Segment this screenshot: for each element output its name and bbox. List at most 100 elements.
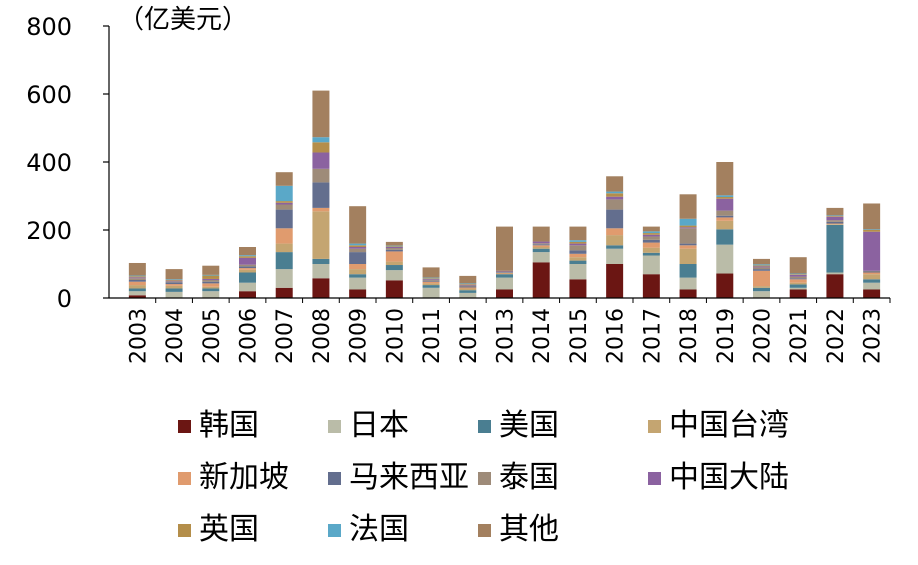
bar-segment bbox=[128, 281, 146, 286]
bar-segment bbox=[202, 265, 220, 275]
bar-segment bbox=[312, 182, 330, 208]
bar-segment bbox=[385, 247, 403, 249]
bar-segment bbox=[349, 252, 367, 264]
bar-segment bbox=[606, 209, 624, 229]
bar-segment bbox=[863, 231, 881, 271]
legend-swatch bbox=[328, 523, 341, 537]
bar-segment bbox=[642, 231, 660, 234]
legend-item: 法国 bbox=[328, 512, 409, 548]
bar-segment bbox=[202, 281, 220, 284]
bar-segment bbox=[165, 282, 183, 285]
bar-segment bbox=[496, 270, 513, 272]
bar-segment bbox=[496, 272, 513, 273]
bar-segment bbox=[606, 248, 624, 264]
bar-segment bbox=[679, 248, 697, 264]
bar-segment bbox=[312, 168, 330, 183]
y-tick-label: 200 bbox=[26, 217, 72, 245]
bar-segment bbox=[753, 265, 770, 267]
bar-segment bbox=[789, 274, 807, 277]
bar-segment bbox=[532, 262, 550, 298]
legend-label: 新加坡 bbox=[199, 460, 289, 495]
legend-label: 其他 bbox=[499, 512, 559, 547]
legend-swatch bbox=[478, 523, 491, 537]
bar-segment bbox=[422, 278, 440, 279]
legend-label: 中国大陆 bbox=[669, 460, 789, 495]
bar-segment bbox=[275, 287, 293, 298]
bar-segment bbox=[459, 284, 477, 285]
legend-item: 韩国 bbox=[178, 408, 259, 444]
bar-segment bbox=[606, 264, 624, 298]
legend-label: 日本 bbox=[349, 408, 409, 443]
bar-segment bbox=[239, 247, 256, 256]
bar-segment bbox=[459, 283, 477, 285]
bar-segment bbox=[863, 229, 881, 230]
bar-segment bbox=[312, 278, 330, 298]
legend-swatch bbox=[328, 419, 341, 433]
bar-segment bbox=[532, 244, 550, 246]
bar-segment bbox=[349, 277, 367, 290]
bar-segment bbox=[642, 252, 660, 256]
bar-segment bbox=[385, 245, 403, 247]
bar-segment bbox=[532, 248, 550, 253]
legend-label: 马来西亚 bbox=[349, 460, 469, 495]
bar-segment bbox=[202, 278, 220, 280]
bar-segment bbox=[716, 197, 734, 199]
bar-segment bbox=[275, 228, 293, 244]
bar-segment bbox=[349, 245, 367, 247]
bar-segment bbox=[679, 264, 697, 278]
bar-segment bbox=[422, 285, 440, 288]
bar-segment bbox=[312, 152, 330, 169]
bar-segment bbox=[789, 273, 807, 275]
bar-segment bbox=[202, 286, 220, 289]
bar-segment bbox=[789, 282, 807, 285]
bar-segment bbox=[459, 287, 477, 289]
x-tick-label: 2005 bbox=[200, 308, 225, 364]
legend-item: 其他 bbox=[478, 512, 559, 548]
bar-segment bbox=[165, 288, 183, 292]
bar-segment bbox=[532, 245, 550, 247]
y-tick-label: 400 bbox=[26, 149, 72, 177]
bar-segment bbox=[606, 228, 624, 236]
bar-segment bbox=[826, 216, 844, 217]
bar-segment bbox=[275, 201, 293, 203]
bar-segment bbox=[349, 289, 367, 298]
bar-segment bbox=[165, 280, 183, 282]
x-tick-label: 2017 bbox=[640, 308, 665, 364]
bar-segment bbox=[679, 225, 697, 228]
bar-segment bbox=[569, 250, 587, 254]
x-tick-label: 2004 bbox=[163, 308, 188, 364]
bar-segment bbox=[716, 273, 734, 298]
x-tick-label: 2016 bbox=[604, 308, 629, 364]
x-axis: 2003 2004 2005 2006 2007 2008 2009 2010 2011 2012… bbox=[109, 297, 891, 364]
bar-segment bbox=[642, 236, 660, 240]
bar-segment bbox=[679, 228, 697, 244]
bar-segment bbox=[312, 142, 330, 153]
x-tick-label: 2022 bbox=[824, 308, 849, 364]
bar-segment bbox=[385, 265, 403, 271]
bar-segment bbox=[128, 277, 146, 279]
bar-segment bbox=[275, 243, 293, 253]
x-tick-label: 2018 bbox=[677, 308, 702, 364]
bar-segment bbox=[202, 288, 220, 292]
bar-segment bbox=[753, 286, 770, 288]
bar-segment bbox=[679, 227, 697, 229]
bar-segment bbox=[642, 274, 660, 298]
bar-segment bbox=[532, 241, 550, 244]
bar-segment bbox=[606, 176, 624, 192]
bar-segment bbox=[569, 243, 587, 246]
bar-segment bbox=[532, 226, 550, 242]
bar-segment bbox=[385, 249, 403, 252]
x-tick-label: 2013 bbox=[494, 308, 519, 364]
bar-segment bbox=[128, 291, 146, 296]
bar-segment bbox=[275, 252, 293, 270]
legend-label: 英国 bbox=[199, 512, 259, 547]
legend-label: 美国 bbox=[499, 408, 559, 443]
bar-segment bbox=[275, 172, 293, 186]
bar-segment bbox=[312, 207, 330, 212]
bar-segment bbox=[753, 287, 770, 292]
bar-segment bbox=[239, 255, 256, 257]
legend-item: 马来西亚 bbox=[328, 460, 469, 496]
x-tick-label: 2023 bbox=[861, 308, 886, 364]
bar-segment bbox=[312, 258, 330, 264]
